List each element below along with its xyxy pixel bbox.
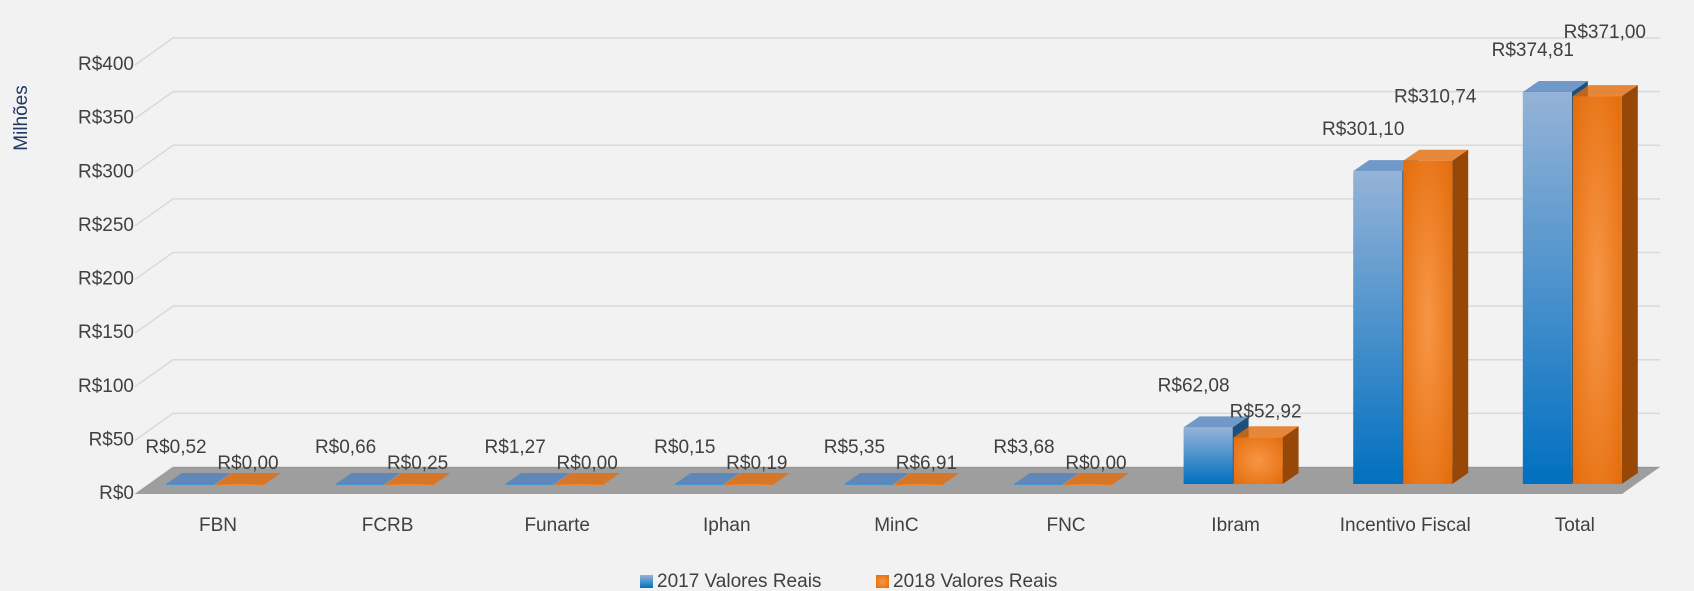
- y-tick-label: R$150: [78, 322, 134, 343]
- x-tick-label: Funarte: [524, 515, 589, 536]
- bar: [385, 484, 435, 485]
- bar: [1403, 160, 1453, 484]
- value-label: R$62,08: [1158, 375, 1230, 396]
- bar-top: [1353, 160, 1419, 172]
- y-tick-label: R$100: [78, 376, 134, 397]
- value-label: R$0,15: [654, 437, 715, 458]
- bar: [216, 484, 265, 485]
- bar: [505, 484, 555, 485]
- bar-top: [216, 473, 281, 484]
- bar: [1353, 171, 1403, 484]
- grid-line: [134, 144, 1660, 173]
- x-tick-label: Iphan: [703, 515, 751, 536]
- bar: [1183, 427, 1233, 484]
- value-label: R$0,00: [557, 453, 618, 474]
- bar-top: [844, 473, 910, 484]
- value-label: R$1,27: [485, 437, 546, 458]
- grid-line: [134, 37, 1660, 66]
- y-tick-label: R$200: [78, 269, 134, 290]
- bar-side: [1452, 149, 1469, 484]
- grid-line: [134, 90, 1660, 120]
- value-label: R$371,00: [1564, 22, 1646, 43]
- bar-top: [166, 473, 231, 484]
- x-tick-label: Incentivo Fiscal: [1340, 515, 1471, 536]
- value-label: R$0,19: [726, 453, 787, 474]
- y-tick-label: R$250: [78, 215, 134, 236]
- grid-line: [134, 305, 1660, 334]
- bar-top: [1233, 426, 1299, 438]
- value-label: R$3,68: [993, 437, 1054, 458]
- x-tick-label: Total: [1555, 515, 1595, 536]
- bar-top: [335, 473, 401, 484]
- grid-line: [134, 412, 1660, 441]
- y-tick-label: R$300: [78, 161, 134, 182]
- grid-line: [134, 251, 1660, 281]
- bar: [555, 484, 605, 485]
- x-tick-label: FNC: [1046, 515, 1085, 536]
- x-tick-label: MinC: [874, 515, 918, 536]
- bar-top: [894, 473, 960, 484]
- value-label: R$0,66: [315, 437, 376, 458]
- value-label: R$0,25: [387, 453, 448, 474]
- x-tick-label: FBN: [199, 515, 237, 536]
- value-label: R$301,10: [1322, 119, 1404, 140]
- bar-top: [555, 473, 621, 484]
- y-tick-label: R$50: [89, 429, 134, 450]
- bar-top: [1183, 416, 1249, 428]
- bar-side: [1282, 426, 1299, 484]
- bar-top: [385, 473, 451, 484]
- value-label: R$0,00: [1065, 453, 1126, 474]
- legend-swatch: [640, 575, 653, 588]
- y-tick-label: R$0: [99, 483, 134, 504]
- bar: [894, 484, 944, 485]
- bar: [1522, 92, 1572, 485]
- bar: [1014, 484, 1063, 485]
- value-label: R$310,74: [1394, 87, 1477, 108]
- bar: [844, 484, 894, 485]
- bar: [1233, 437, 1283, 484]
- bar: [1064, 484, 1113, 485]
- value-label: R$374,81: [1492, 40, 1574, 61]
- bar: [674, 484, 724, 485]
- bar-top: [724, 473, 790, 484]
- value-label: R$0,52: [145, 437, 206, 458]
- value-label: R$6,91: [896, 453, 957, 474]
- legend-label: 2018 Valores Reais: [893, 571, 1057, 591]
- grid-line: [134, 359, 1660, 388]
- x-tick-label: FCRB: [362, 515, 414, 536]
- bar: [724, 484, 774, 485]
- legend-swatch: [876, 575, 889, 588]
- grid-line: [134, 198, 1660, 227]
- y-tick-label: R$350: [78, 108, 134, 129]
- bar-top: [1403, 149, 1469, 161]
- bar: [335, 484, 385, 485]
- bar: [1572, 96, 1622, 484]
- bar-top: [1572, 85, 1638, 97]
- y-tick-label: R$400: [78, 54, 134, 75]
- bar-top: [1014, 473, 1079, 484]
- bar-top: [674, 473, 740, 484]
- bar-top: [505, 473, 571, 484]
- legend-label: 2017 Valores Reais: [657, 571, 821, 591]
- x-tick-label: Ibram: [1211, 515, 1260, 536]
- bar-top: [1522, 81, 1588, 93]
- value-label: R$0,00: [217, 453, 278, 474]
- bar-top: [1064, 473, 1129, 484]
- bar-side: [1621, 85, 1638, 484]
- value-label: R$52,92: [1230, 401, 1302, 422]
- bar: [166, 484, 215, 485]
- value-label: R$5,35: [824, 437, 885, 458]
- y-axis-label: Milhões: [11, 85, 32, 150]
